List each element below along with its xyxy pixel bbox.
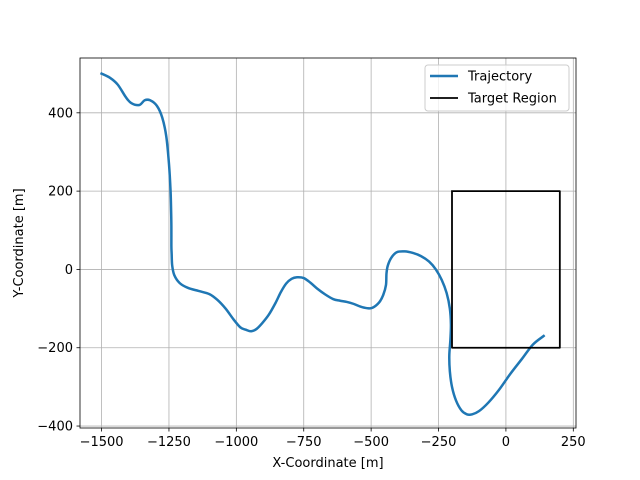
x-tick-label: 250 [561, 435, 586, 450]
y-tick-label: −400 [37, 420, 73, 435]
y-tick-label: −200 [37, 341, 73, 356]
x-tick-label: 0 [502, 435, 510, 450]
x-tick-label: −750 [286, 435, 322, 450]
y-tick-label: 400 [48, 106, 73, 121]
x-tick-label: −250 [421, 435, 457, 450]
y-axis-label: Y-Coordinate [m] [12, 188, 27, 298]
legend-label-trajectory: Trajectory [467, 70, 532, 85]
target-region-rect [451, 190, 561, 349]
y-tick-label: 200 [48, 185, 73, 200]
legend-box [424, 64, 570, 112]
trajectory-line [99, 71, 546, 416]
legend-label-target-region: Target Region [467, 92, 557, 107]
series-layer [99, 71, 561, 416]
x-tick-label: −1250 [147, 435, 191, 450]
legend: Trajectory Target Region [424, 64, 570, 112]
y-tick-label: 0 [65, 263, 73, 278]
ticks: −1500 −1250 −1000 −750 −500 −250 0 250 −400 −200 0… [37, 106, 585, 450]
x-tick-label: −500 [353, 435, 389, 450]
axes-frame [79, 57, 577, 429]
x-axis-label: X-Coordinate [m] [272, 456, 383, 471]
x-tick-label: −1000 [214, 435, 258, 450]
x-tick-label: −1500 [80, 435, 124, 450]
grid [80, 58, 576, 428]
